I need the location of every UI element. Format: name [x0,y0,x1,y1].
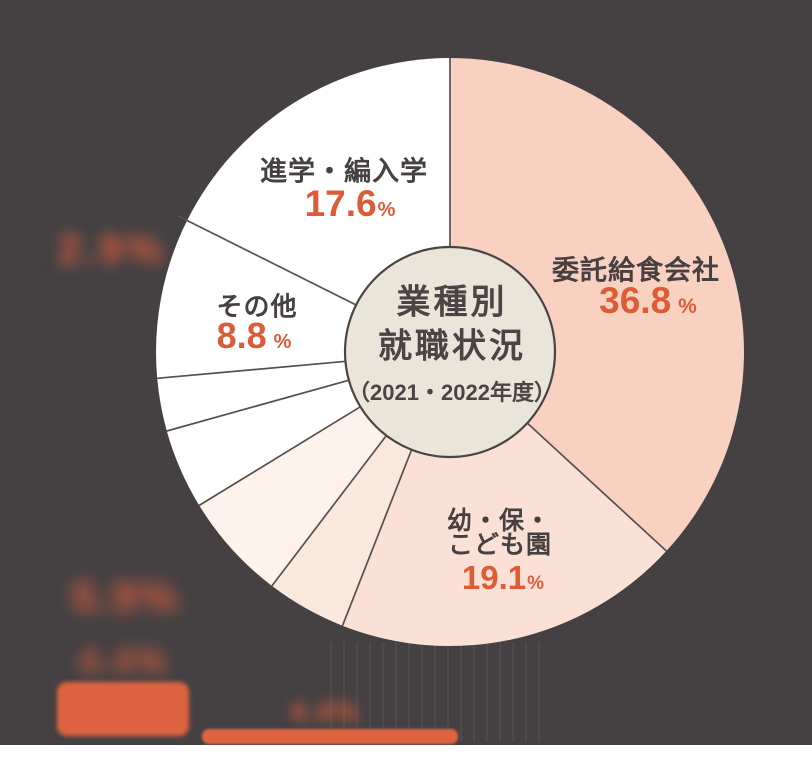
segment-label-itaku-value: 36.8% [599,280,697,322]
pie-boundary-line-2 [341,447,414,627]
obscured-label-bottom-pill [202,729,458,744]
sonota-value-unit: % [273,331,292,353]
segment-label-sonota-name: その他 [216,291,298,322]
obscured-label-left-middle: 5.9% [72,573,180,620]
pie-boundary-line-1 [525,421,667,552]
segment-label-yoho-name-line1: 幼・保・ [446,507,552,535]
shingaku-value-number: 17.6 [304,183,377,224]
segment-label-yoho-value: 19.1% [462,559,544,597]
center-subtitle: （2021・2022年度） [348,380,556,405]
bottom-white-strip [0,745,812,782]
segment-label-sonota-value: 8.8% [217,315,292,357]
segment-label-shingaku-value: 17.6% [305,183,396,225]
itaku-value-unit: % [678,295,697,318]
center-title-line1: 業種別 [396,283,508,322]
pie-boundary-line-7 [177,215,359,307]
segment-label-yoho-name-line2: こども園 [447,531,553,559]
pie-boundary-line-3 [271,433,389,587]
pie-slice-0 [450,58,744,551]
center-title-line2: 就職状況 [378,327,526,366]
pie-boundary-line-5 [166,378,352,432]
pie-center-circle [343,245,557,459]
segment-label-itaku-name: 委託給食会社 [552,255,720,286]
yoho-value-number: 19.1 [461,559,527,596]
obscured-label-left-top: 2.9% [58,227,166,272]
obscured-label-left-low-text: 4.4% [79,642,169,681]
faint-streak-artifacts [330,642,550,742]
pie-boundary-line-4 [198,404,363,507]
segment-label-shingaku-name: 進学・編入学 [260,156,428,187]
yoho-value-unit: % [527,573,545,594]
shingaku-value-unit: % [377,199,396,221]
sonota-value-number: 8.8 [216,315,267,356]
pie-boundary-line-6 [157,360,348,380]
obscured-label-left-low-pill [57,682,189,736]
itaku-value-number: 36.8 [599,280,672,321]
obscured-label-bottom-text: 4.4% [290,696,360,727]
